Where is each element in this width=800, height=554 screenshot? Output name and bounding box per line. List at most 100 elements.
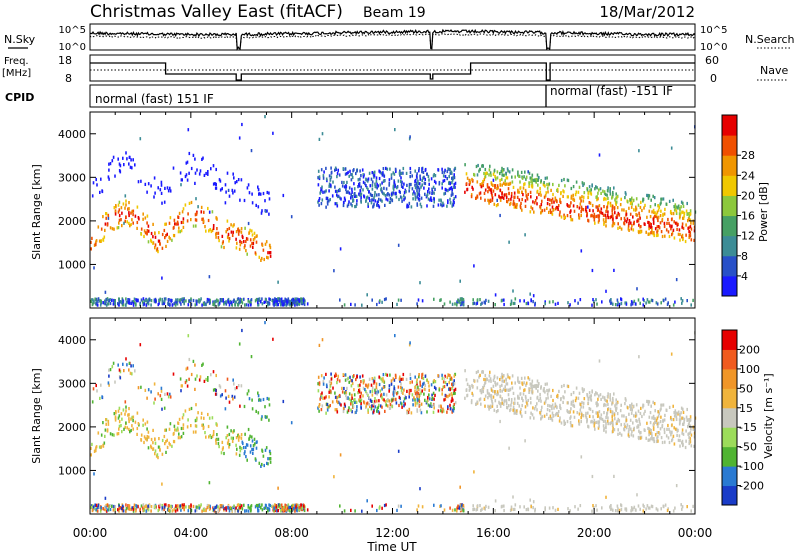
colorbar-tick-label: 15 <box>739 402 753 415</box>
power-cell <box>421 178 423 183</box>
velocity-cell <box>628 412 630 416</box>
power-cell <box>333 269 335 273</box>
velocity-cell <box>573 415 576 419</box>
velocity-cell <box>653 437 655 441</box>
power-cell <box>424 192 426 196</box>
power-cell <box>577 301 579 305</box>
power-cell <box>534 199 537 203</box>
power-cell <box>689 218 692 222</box>
power-cell <box>188 201 191 205</box>
velocity-cell <box>222 446 224 450</box>
velocity-cell <box>488 394 491 398</box>
velocity-cell <box>501 379 503 383</box>
velocity-cell <box>657 439 659 443</box>
power-cell <box>182 217 185 221</box>
velocity-cell <box>170 504 172 508</box>
power-cell <box>635 212 637 217</box>
power-cell <box>154 246 156 250</box>
power-cell <box>688 233 691 237</box>
power-cell <box>214 186 217 190</box>
velocity-cell <box>218 507 221 511</box>
power-cell <box>682 216 684 220</box>
velocity-cell <box>160 389 163 393</box>
velocity-cell <box>226 377 229 381</box>
power-cell <box>250 303 252 307</box>
power-cell <box>295 297 298 301</box>
power-cell <box>612 217 614 221</box>
velocity-cell <box>606 411 609 415</box>
power-cell <box>667 230 670 234</box>
velocity-cell <box>443 376 446 380</box>
velocity-cell <box>227 506 230 510</box>
power-cell <box>598 214 601 218</box>
velocity-cell <box>195 403 197 407</box>
power-cell <box>453 176 456 180</box>
velocity-cell <box>348 406 350 410</box>
velocity-cell <box>515 411 518 415</box>
velocity-cell <box>430 403 432 407</box>
velocity-cell <box>632 434 635 438</box>
power-cell <box>610 298 612 302</box>
velocity-cell <box>419 408 422 412</box>
velocity-cell <box>128 427 130 431</box>
power-cell <box>111 298 113 302</box>
velocity-cell <box>639 411 642 416</box>
power-cell <box>237 232 240 236</box>
power-cell <box>325 166 327 170</box>
power-cell <box>379 183 382 187</box>
colorbar-segment <box>722 368 737 389</box>
velocity-cell <box>132 419 134 423</box>
power-cell <box>208 298 210 302</box>
velocity-cell <box>391 405 394 409</box>
velocity-cell <box>207 378 209 382</box>
velocity-cell <box>408 407 411 411</box>
noise-right-tick-bottom: 10^0 <box>700 42 727 53</box>
velocity-cell <box>105 505 107 509</box>
power-cell <box>329 198 331 202</box>
power-cell <box>620 302 623 306</box>
velocity-cell <box>582 414 584 418</box>
velocity-cell <box>116 432 119 436</box>
power-cell <box>153 195 155 199</box>
power-cell <box>501 173 503 177</box>
power-cell <box>529 190 532 194</box>
velocity-cell <box>161 508 164 512</box>
power-cell <box>537 183 539 187</box>
power-cell <box>681 233 684 237</box>
velocity-cell <box>109 504 111 508</box>
velocity-cell <box>603 428 605 432</box>
velocity-cell <box>536 379 539 383</box>
velocity-cell <box>255 503 258 508</box>
velocity-cell <box>134 369 136 373</box>
power-cell <box>246 252 248 256</box>
velocity-cell <box>281 506 283 511</box>
velocity-cell <box>108 505 110 509</box>
power-cell <box>361 168 364 172</box>
velocity-cell <box>630 427 632 431</box>
power-cell <box>203 210 205 214</box>
power-cell <box>355 194 358 198</box>
power-cell <box>632 228 635 232</box>
power-cell <box>121 303 124 307</box>
velocity-cell <box>427 395 429 400</box>
velocity-cell <box>388 389 390 393</box>
power-cell <box>651 210 653 214</box>
power-cell <box>102 301 104 305</box>
power-cell <box>200 205 203 209</box>
velocity-cell <box>171 509 174 513</box>
power-cell <box>205 303 207 307</box>
velocity-cell <box>99 509 102 513</box>
power-cell <box>501 192 503 196</box>
power-cell <box>442 201 444 205</box>
power-cell <box>441 204 443 208</box>
power-cell <box>500 169 503 174</box>
velocity-cell <box>494 509 496 513</box>
velocity-cell <box>231 439 234 443</box>
velocity-cell <box>317 406 319 410</box>
power-cell <box>102 238 105 242</box>
velocity-cell <box>371 400 374 404</box>
power-cell <box>686 201 688 206</box>
power-cell <box>616 215 618 219</box>
velocity-cell <box>139 508 141 513</box>
power-cell <box>105 212 107 216</box>
